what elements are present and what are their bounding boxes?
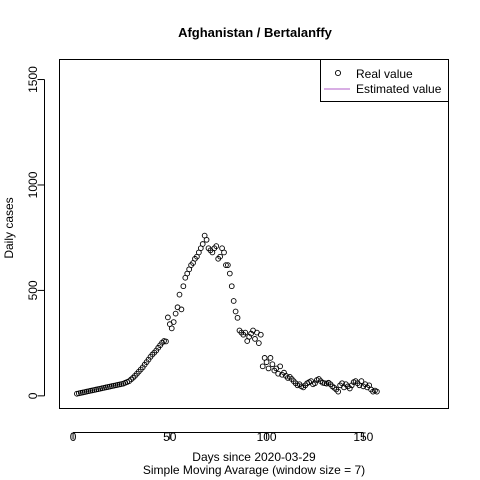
- x-tick-label: 0: [70, 430, 77, 444]
- data-point: [163, 338, 169, 345]
- data-point: [263, 359, 270, 365]
- data-point: [223, 262, 229, 268]
- data-point: [180, 283, 187, 290]
- x-axis-sublabel: Simple Moving Avarage (window size = 7): [143, 463, 365, 477]
- data-point: [242, 329, 249, 336]
- data-point: [199, 241, 206, 247]
- data-point: [228, 283, 235, 290]
- data-point: [259, 363, 266, 370]
- data-point: [213, 243, 220, 249]
- plot-frame: [59, 59, 449, 409]
- x-axis-label: Days since 2020-03-29: [192, 450, 316, 464]
- data-point: [269, 361, 276, 368]
- data-point: [374, 388, 380, 395]
- data-point: [267, 355, 274, 361]
- legend-real-marker: [334, 69, 342, 77]
- data-point: [226, 270, 233, 277]
- data-point: [225, 262, 231, 268]
- data-point: [178, 306, 185, 313]
- data-point: [358, 378, 365, 384]
- chart-title: Afghanistan / Bertalanffy: [178, 25, 333, 40]
- data-point: [168, 325, 175, 332]
- data-point: [234, 314, 241, 321]
- x-tick-label: 150: [353, 430, 373, 444]
- y-tick-label: 0: [26, 392, 40, 399]
- data-point: [252, 336, 258, 342]
- data-point: [277, 363, 283, 370]
- legend-box: [320, 59, 449, 102]
- data-point: [203, 236, 210, 243]
- data-point: [265, 365, 272, 372]
- data-point: [172, 310, 179, 317]
- data-point: [165, 314, 171, 321]
- data-point: [232, 308, 239, 315]
- data-point: [176, 291, 183, 298]
- data-point: [230, 298, 237, 304]
- legend-estimated-label: Estimated value: [356, 82, 442, 96]
- y-tick-label: 1000: [26, 171, 40, 198]
- y-tick-label: 1500: [26, 66, 40, 93]
- y-axis-label: Daily cases: [2, 197, 16, 258]
- y-tick-label: 500: [26, 280, 40, 300]
- x-tick-label: 50: [163, 430, 177, 444]
- data-point: [255, 340, 262, 346]
- data-point: [217, 253, 223, 260]
- data-point: [257, 331, 264, 338]
- legend-real-label: Real value: [356, 67, 413, 81]
- data-point: [170, 319, 177, 325]
- x-tick-label: 100: [257, 430, 277, 444]
- legend: Real value Estimated value: [320, 59, 449, 102]
- data-point: [335, 388, 342, 395]
- data-point: [221, 249, 227, 256]
- data-points-layer: [74, 232, 380, 397]
- data-point: [275, 370, 282, 377]
